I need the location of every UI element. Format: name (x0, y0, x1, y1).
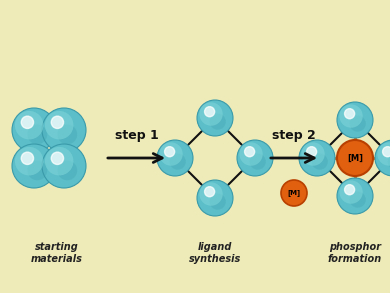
Circle shape (307, 147, 317, 157)
Text: phosphor
formation: phosphor formation (328, 242, 382, 264)
Circle shape (209, 113, 226, 130)
Circle shape (199, 182, 223, 206)
Circle shape (375, 140, 390, 176)
Circle shape (45, 147, 73, 176)
Circle shape (339, 104, 363, 128)
Circle shape (42, 144, 86, 188)
Circle shape (344, 109, 355, 119)
Circle shape (15, 147, 43, 176)
Circle shape (339, 180, 363, 204)
Circle shape (349, 192, 366, 208)
Circle shape (205, 187, 214, 197)
Circle shape (237, 140, 273, 176)
Circle shape (301, 142, 325, 166)
Text: [M]: [M] (287, 190, 301, 197)
Circle shape (209, 193, 226, 210)
Circle shape (27, 161, 47, 180)
Circle shape (51, 152, 64, 164)
Circle shape (51, 116, 64, 128)
Text: step 2: step 2 (272, 130, 316, 142)
Circle shape (15, 111, 43, 139)
Circle shape (170, 154, 186, 170)
Circle shape (383, 147, 390, 157)
Text: step 1: step 1 (115, 130, 158, 142)
Circle shape (42, 108, 86, 152)
Circle shape (21, 152, 34, 164)
Circle shape (239, 142, 263, 166)
Circle shape (160, 142, 183, 166)
Circle shape (197, 180, 233, 216)
Circle shape (197, 100, 233, 136)
Circle shape (45, 111, 73, 139)
Circle shape (337, 178, 373, 214)
Circle shape (27, 125, 47, 144)
Text: [M]: [M] (347, 154, 363, 163)
Circle shape (250, 154, 266, 170)
Circle shape (205, 107, 214, 117)
Circle shape (57, 125, 77, 144)
Circle shape (165, 147, 175, 157)
Circle shape (337, 140, 373, 176)
Circle shape (312, 154, 328, 170)
Circle shape (281, 180, 307, 206)
Circle shape (157, 140, 193, 176)
Text: starting
materials: starting materials (31, 242, 83, 264)
Circle shape (199, 102, 223, 126)
Text: ligand
synthesis: ligand synthesis (189, 242, 241, 264)
Circle shape (57, 161, 77, 180)
Circle shape (388, 154, 390, 170)
Circle shape (378, 142, 390, 166)
Circle shape (349, 115, 366, 132)
Circle shape (21, 116, 34, 128)
Circle shape (344, 185, 355, 195)
Circle shape (337, 102, 373, 138)
Circle shape (245, 147, 255, 157)
Circle shape (12, 144, 56, 188)
Circle shape (12, 108, 56, 152)
Circle shape (299, 140, 335, 176)
